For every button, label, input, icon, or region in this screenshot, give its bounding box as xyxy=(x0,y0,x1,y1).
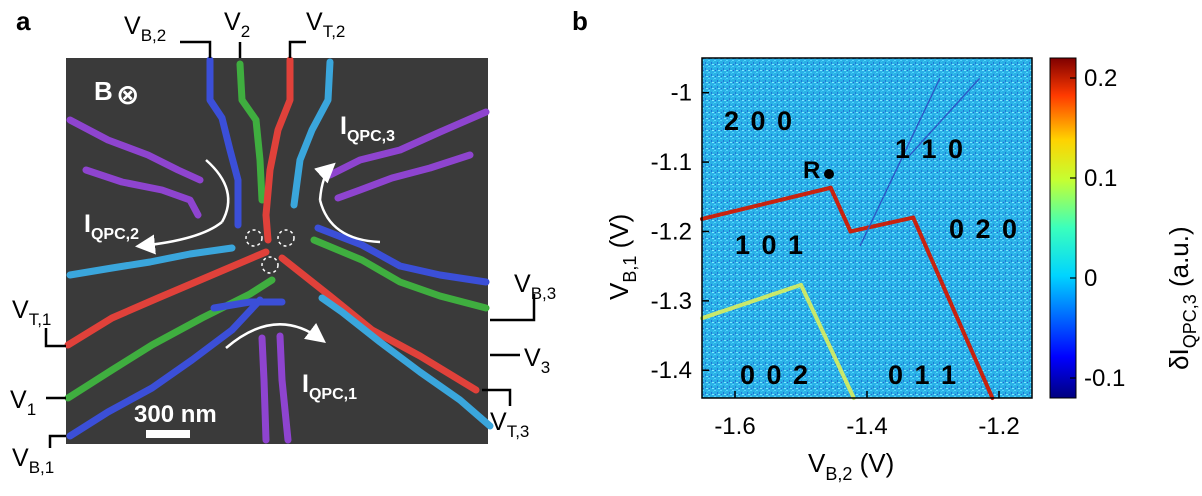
gate-cyan-top xyxy=(290,58,334,209)
panel-a-letter: a xyxy=(16,6,31,36)
arrow-qpc2 xyxy=(135,221,223,255)
sem-image xyxy=(66,58,488,444)
dot-marker-3 xyxy=(261,256,279,274)
gate-purple-ur1 xyxy=(326,108,490,179)
gate-t2 xyxy=(262,56,294,244)
gate-purple-ul2 xyxy=(82,166,202,219)
y-axis-ticks: -1 -1.1 -1.2 -1.3 -1.4 xyxy=(651,80,709,384)
gate-t3 xyxy=(278,254,480,394)
colorbar-tick-label: 0.1 xyxy=(1084,165,1117,192)
terminal-vt1: VT,1 xyxy=(12,296,51,329)
field-into-page-icon: ⊗ xyxy=(116,79,139,110)
gate-2 xyxy=(236,60,266,204)
colorbar-tick-label: 0.2 xyxy=(1084,65,1117,92)
gate-t1 xyxy=(64,248,270,349)
bracket-vb1 xyxy=(48,434,66,448)
arrow-upper-right xyxy=(318,199,381,244)
gate-1 xyxy=(64,276,276,402)
transition-line-faint-5 xyxy=(799,282,856,400)
bracket-vt3 xyxy=(482,388,512,406)
gate-electrodes xyxy=(64,56,494,444)
panel-a: a xyxy=(10,6,556,477)
gate-purple-ul1 xyxy=(66,116,204,184)
terminal-vb1: VB,1 xyxy=(12,444,54,477)
y-tick-label: -1.4 xyxy=(651,357,692,384)
transition-line-strong-1 xyxy=(828,185,853,234)
colorbar-tick-label: -0.1 xyxy=(1084,365,1125,392)
occupation-101: 1 0 1 xyxy=(735,230,805,260)
transition-line-weak-7 xyxy=(909,78,980,156)
scalebar-label: 300 nm xyxy=(134,401,217,428)
marker-r-label: R xyxy=(803,157,820,184)
arrow-qpc3 xyxy=(314,162,336,201)
field-b-text: B xyxy=(94,76,113,106)
colorbar-ticks: 0.2 0.1 0 -0.1 xyxy=(1070,65,1125,392)
gate-purple-b2 xyxy=(276,332,292,444)
occupation-020: 0 2 0 xyxy=(949,214,1019,244)
transition-line-strong-2 xyxy=(848,215,916,234)
terminal-vb3: VB,3 xyxy=(514,270,556,303)
transition-line-strong-0 xyxy=(700,185,833,221)
y-tick-label: -1.1 xyxy=(651,149,692,176)
gate-b1 xyxy=(66,296,264,440)
arrow-upper-left xyxy=(205,159,230,223)
x-axis-ticks: -1.6 -1.4 -1.2 xyxy=(714,391,1020,440)
y-tick-label: -1.3 xyxy=(651,288,692,315)
transition-line-faint-4 xyxy=(700,282,803,321)
transition-lines xyxy=(700,78,995,400)
y-tick-label: -1.2 xyxy=(651,218,692,245)
current-label-qpc2: IQPC,2 xyxy=(84,210,139,243)
terminal-v3: V3 xyxy=(524,344,550,377)
colorbar-tick-label: 0 xyxy=(1084,265,1097,292)
arrow-qpc1 xyxy=(225,322,326,349)
y-tick-label: -1 xyxy=(671,80,692,107)
gate-b3 xyxy=(314,224,490,286)
occupation-200: 2 0 0 xyxy=(724,106,794,136)
transition-line-strong-3 xyxy=(911,215,995,400)
panel-b-letter: b xyxy=(572,6,588,36)
bracket-vt1 xyxy=(44,328,66,348)
current-arrows xyxy=(135,159,381,349)
gate-3 xyxy=(310,236,490,312)
x-axis-label: VB,2 (V) xyxy=(808,448,894,484)
x-tick-label: -1.6 xyxy=(714,413,755,440)
terminal-v1: V1 xyxy=(10,386,36,419)
marker-r-dot xyxy=(824,169,834,179)
terminal-vb2: VB,2 xyxy=(124,12,166,45)
gate-purple-ur2 xyxy=(334,151,474,202)
dot-marker-1 xyxy=(245,229,263,247)
magnetic-field-label: B ⊗ xyxy=(94,76,139,110)
occupation-110: 1 1 0 xyxy=(895,134,965,164)
scalebar xyxy=(146,430,190,438)
dot-markers xyxy=(245,229,295,274)
transition-line-weak-6 xyxy=(859,78,941,247)
gate-b2 xyxy=(206,56,242,229)
x-tick-label: -1.2 xyxy=(978,413,1019,440)
bracket-vb2 xyxy=(180,40,212,58)
occupation-011: 0 1 1 xyxy=(888,360,958,390)
gate-cyan-right xyxy=(318,294,494,430)
x-tick-label: -1.4 xyxy=(846,413,887,440)
gate-cyan-left xyxy=(66,244,236,279)
panel-b: b 2 0 0 1 1 0 1 0 1 0 2 0 0 1 1 0 0 2 R … xyxy=(572,6,1200,484)
terminal-vt2: VT,2 xyxy=(306,8,345,41)
colorbar-label: δIQPC,3 (a.u.) xyxy=(1164,226,1200,370)
current-label-qpc3: IQPC,3 xyxy=(340,112,395,145)
gate-blue-bottom xyxy=(210,298,286,312)
bracket-vb3 xyxy=(490,294,536,322)
current-label-qpc1: IQPC,1 xyxy=(302,370,357,403)
y-axis-label: VB,1 (V) xyxy=(604,214,640,300)
terminal-vt3: VT,3 xyxy=(490,408,529,441)
terminal-v2: V2 xyxy=(224,8,250,41)
occupation-002: 0 0 2 xyxy=(740,360,810,390)
terminal-brackets xyxy=(44,40,536,448)
dot-marker-2 xyxy=(277,229,295,247)
colorbar xyxy=(1049,57,1077,399)
gate-purple-b1 xyxy=(258,334,270,444)
bracket-vt2 xyxy=(288,40,306,58)
